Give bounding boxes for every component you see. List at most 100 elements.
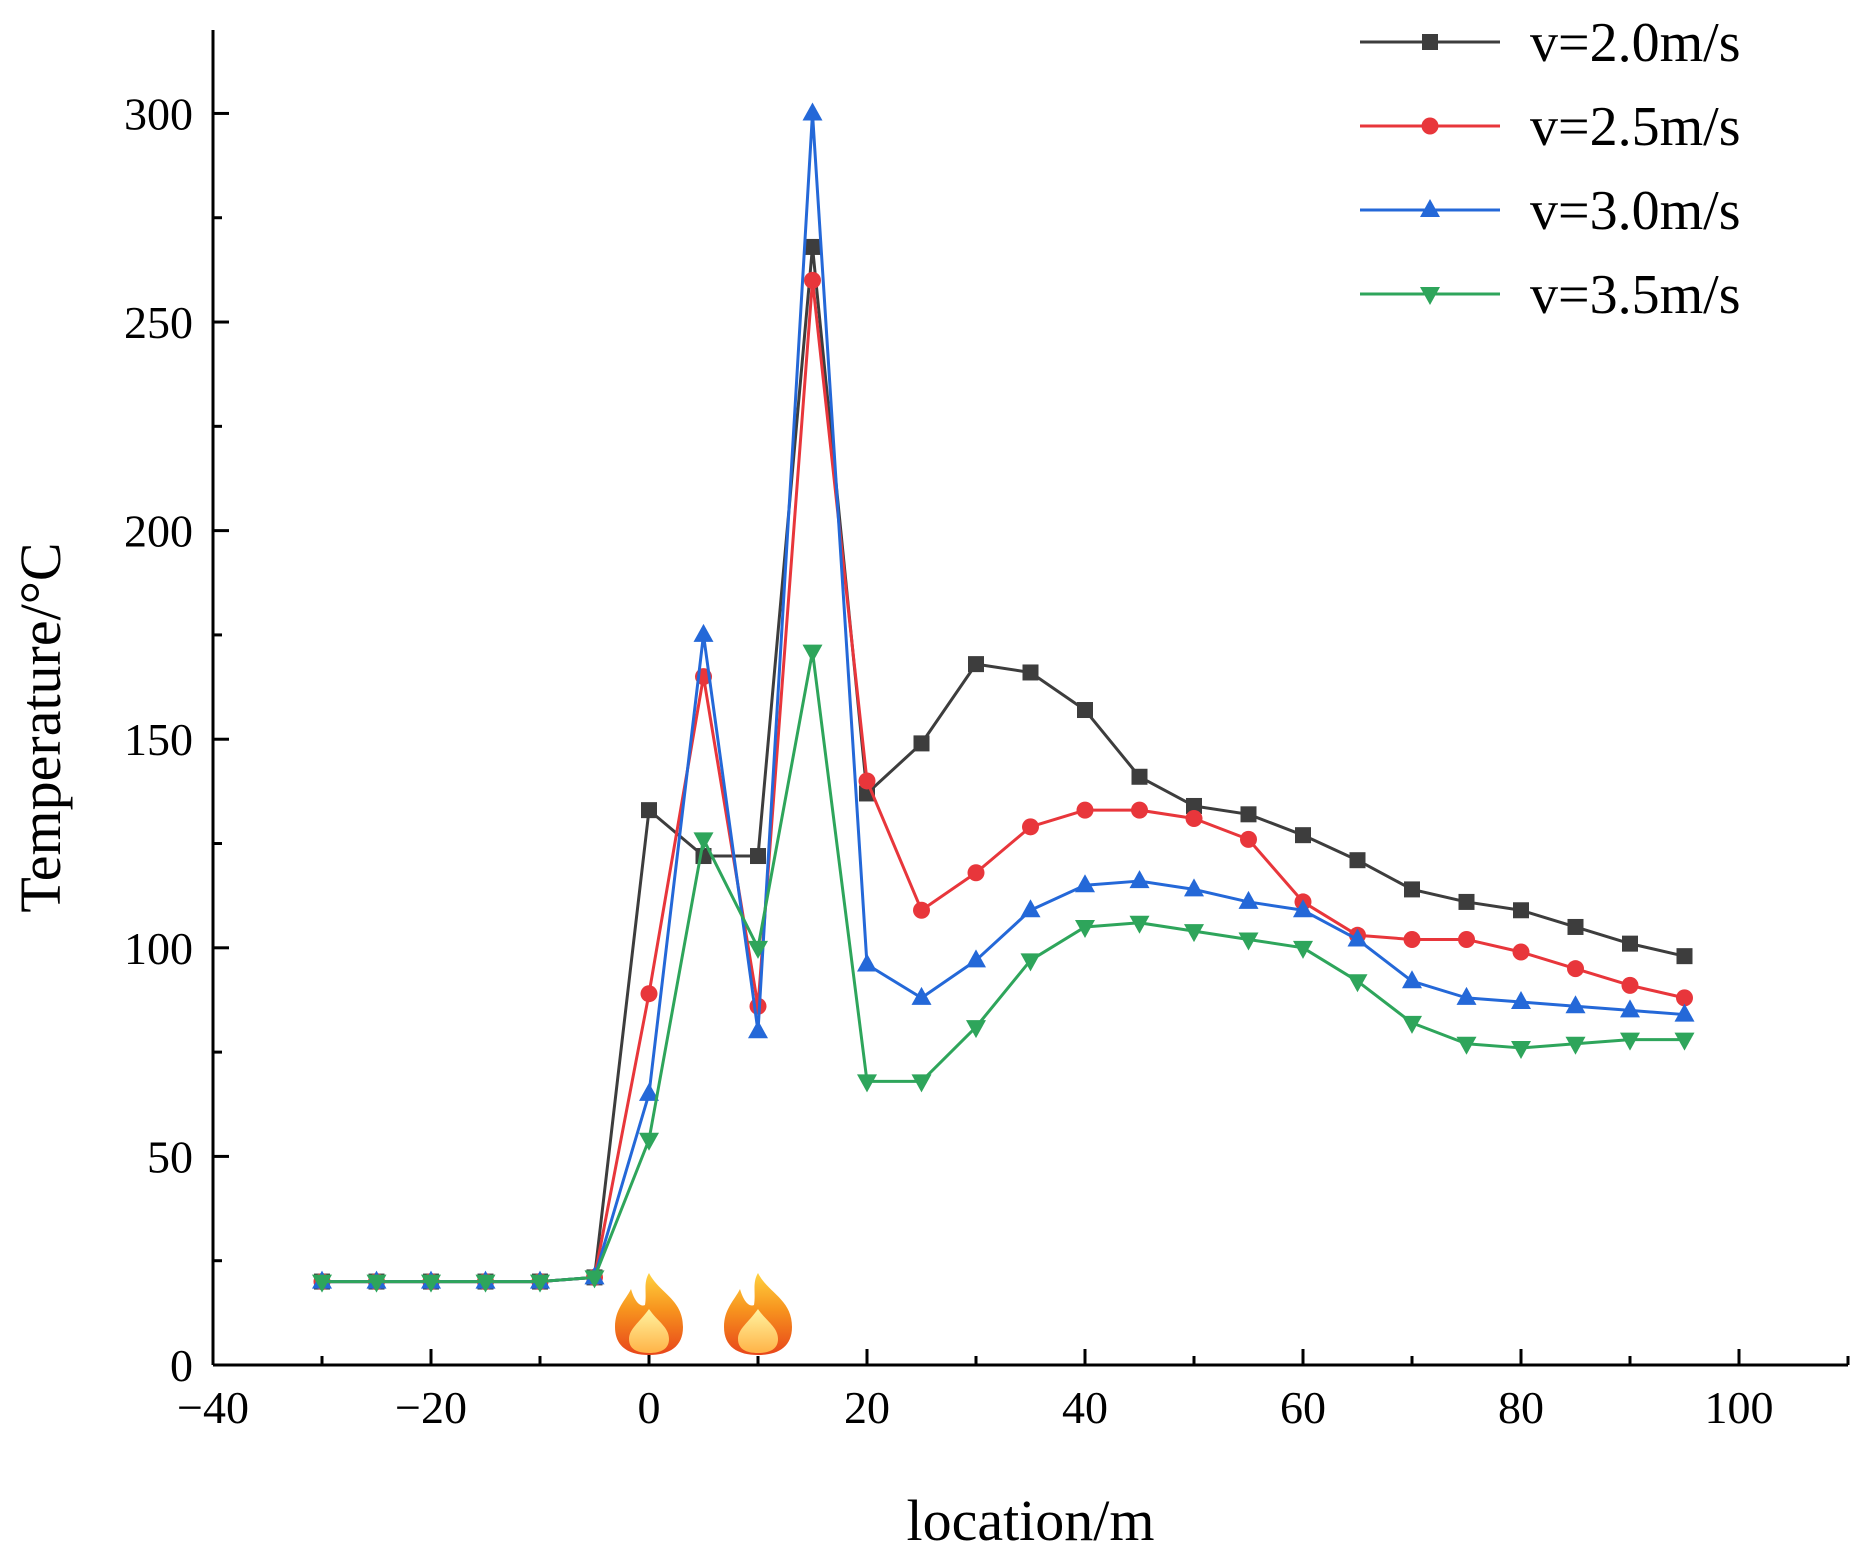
axes: −40 −20 0 20 40 60 80 100 0 50 100 150 200 250 300 (124, 30, 1850, 1433)
data-point (1186, 797, 1202, 814)
y-tick-label: 100 (124, 923, 193, 974)
data-point (1402, 1015, 1422, 1034)
data-point (1131, 768, 1148, 785)
data-point (1513, 902, 1529, 919)
flame-inner (738, 1309, 778, 1353)
legend-marker (1422, 34, 1438, 50)
series-line (322, 111, 1685, 1284)
x-tick-label: −40 (177, 1382, 249, 1433)
data-point (966, 1020, 986, 1039)
x-tick-label: 20 (844, 1382, 890, 1433)
data-point (748, 940, 768, 959)
y-tick-label: 50 (147, 1131, 193, 1182)
data-point (750, 848, 766, 865)
data-point (1075, 919, 1095, 938)
x-axis-title: location/m (906, 1488, 1154, 1553)
series-layer (312, 102, 1695, 1293)
data-point (1674, 1032, 1695, 1051)
x-tick-label: 60 (1280, 1382, 1326, 1433)
data-point (1240, 806, 1257, 823)
x-tick-label: 100 (1705, 1382, 1774, 1433)
data-point (1511, 991, 1531, 1010)
data-point (968, 656, 984, 673)
data-point (1676, 948, 1693, 965)
data-point (1075, 874, 1095, 893)
data-point (1131, 801, 1148, 819)
data-point (1293, 940, 1313, 959)
data-point (640, 985, 658, 1003)
data-point (1404, 881, 1420, 898)
x-tick-label: 40 (1062, 1382, 1108, 1433)
series-3 (312, 102, 1695, 1289)
series-4 (312, 644, 1695, 1293)
data-point (1076, 801, 1094, 819)
legend-item: v=3.5m/s (1360, 264, 1741, 326)
y-tick-label: 200 (124, 506, 193, 557)
series-line (322, 278, 1685, 1284)
data-point (1403, 930, 1421, 948)
x-tick-label: −20 (395, 1382, 467, 1433)
data-point (366, 1274, 387, 1293)
data-point (1185, 809, 1203, 827)
data-point (1293, 899, 1313, 918)
data-point (1184, 924, 1204, 943)
legend: v=2.0m/s v=2.5m/s v=3.0m/s v=3.5m/s (1360, 12, 1741, 326)
data-point (911, 1074, 932, 1093)
data-point (858, 772, 876, 790)
fire-icon (615, 1273, 683, 1355)
data-point (857, 1074, 877, 1093)
data-point (1129, 870, 1150, 889)
data-point (1458, 893, 1475, 910)
data-point (1402, 970, 1422, 989)
data-point (312, 1274, 332, 1293)
data-point (913, 901, 930, 919)
data-point (1676, 989, 1693, 1007)
series-2 (313, 271, 1693, 1291)
legend-item: v=2.5m/s (1360, 96, 1741, 158)
data-point (1565, 995, 1586, 1014)
data-point (693, 832, 714, 851)
data-point (1567, 918, 1584, 935)
legend-marker (1421, 117, 1439, 135)
legend-label: v=2.0m/s (1530, 12, 1741, 74)
data-point (967, 864, 985, 882)
data-point (475, 1274, 496, 1293)
data-point (1238, 890, 1259, 909)
data-point (641, 802, 657, 819)
data-point (421, 1274, 441, 1293)
data-point (1620, 1032, 1640, 1051)
legend-item: v=3.0m/s (1360, 180, 1741, 242)
data-point (1456, 1036, 1477, 1055)
data-point (1240, 830, 1257, 848)
x-tick-label: 80 (1498, 1382, 1544, 1433)
data-point (804, 271, 821, 289)
data-point (1458, 930, 1475, 948)
fire-icon (724, 1273, 792, 1355)
data-point (639, 1082, 659, 1101)
x-tick-label: 0 (638, 1382, 661, 1433)
data-point (1456, 986, 1477, 1005)
series-line (322, 650, 1685, 1284)
data-point (584, 1270, 605, 1289)
data-point (639, 1132, 659, 1151)
data-point (693, 623, 714, 642)
data-point (1349, 852, 1366, 869)
data-point (911, 986, 932, 1005)
data-point (1022, 818, 1039, 836)
data-point (1184, 878, 1204, 897)
data-point (1621, 976, 1639, 994)
annotations (615, 1273, 792, 1355)
data-point (1077, 702, 1093, 719)
data-point (1565, 1036, 1586, 1055)
data-point (748, 1020, 768, 1039)
data-point (802, 102, 823, 121)
legend-item: v=2.0m/s (1360, 12, 1741, 74)
data-point (857, 953, 877, 972)
y-tick-label: 300 (124, 88, 193, 139)
data-point (1620, 999, 1640, 1018)
series-1 (314, 238, 1693, 1290)
legend-label: v=3.0m/s (1530, 180, 1741, 242)
flame-inner (629, 1309, 669, 1353)
data-point (1347, 928, 1368, 947)
